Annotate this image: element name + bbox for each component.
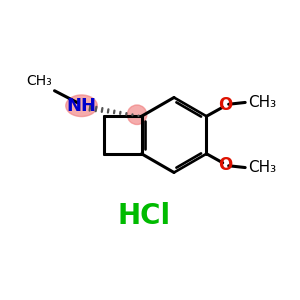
Text: CH₃: CH₃ — [248, 160, 276, 175]
Text: CH₃: CH₃ — [26, 74, 52, 88]
Text: O: O — [218, 156, 232, 174]
Text: NH: NH — [67, 97, 97, 115]
Ellipse shape — [66, 95, 97, 116]
Ellipse shape — [127, 105, 147, 124]
Text: O: O — [218, 96, 232, 114]
Text: CH₃: CH₃ — [248, 95, 276, 110]
Text: HCl: HCl — [117, 202, 171, 230]
